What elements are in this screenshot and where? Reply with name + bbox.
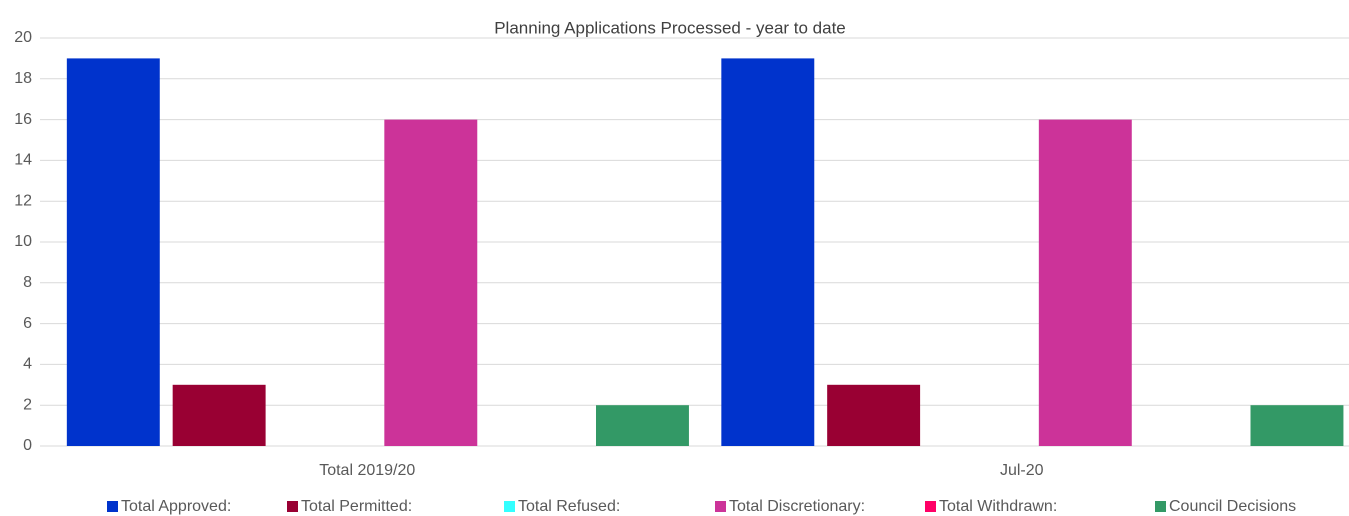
bar <box>66 58 160 447</box>
y-tick-label: 4 <box>23 356 32 373</box>
chart-title: Planning Applications Processed - year t… <box>494 18 846 37</box>
y-tick-label: 12 <box>14 192 32 209</box>
y-tick-label: 6 <box>23 315 32 332</box>
y-tick-label: 16 <box>14 111 32 128</box>
legend-label: Total Withdrawn: <box>939 498 1057 515</box>
bar <box>1038 119 1132 446</box>
x-tick-label: Total 2019/20 <box>319 462 415 479</box>
legend-swatch <box>715 501 726 512</box>
bar <box>827 384 921 446</box>
bar <box>595 405 689 446</box>
y-tick-label: 8 <box>23 274 32 291</box>
bar <box>384 119 478 446</box>
bar <box>1250 405 1344 446</box>
bar <box>721 58 815 447</box>
legend-label: Total Refused: <box>518 498 620 515</box>
legend-label: Total Discretionary: <box>729 498 865 515</box>
legend-label: Total Approved: <box>121 498 231 515</box>
bar <box>172 384 266 446</box>
legend-label: Council Decisions <box>1169 498 1296 515</box>
legend-swatch <box>287 501 298 512</box>
y-tick-label: 10 <box>14 233 32 250</box>
y-tick-label: 18 <box>14 70 32 87</box>
legend-swatch <box>1155 501 1166 512</box>
y-tick-label: 20 <box>14 29 32 46</box>
y-tick-label: 14 <box>14 152 32 169</box>
y-tick-label: 2 <box>23 396 32 413</box>
x-tick-label: Jul-20 <box>1000 462 1044 479</box>
legend-swatch <box>107 501 118 512</box>
legend-label: Total Permitted: <box>301 498 412 515</box>
y-tick-label: 0 <box>23 437 32 454</box>
legend-swatch <box>504 501 515 512</box>
legend-swatch <box>925 501 936 512</box>
